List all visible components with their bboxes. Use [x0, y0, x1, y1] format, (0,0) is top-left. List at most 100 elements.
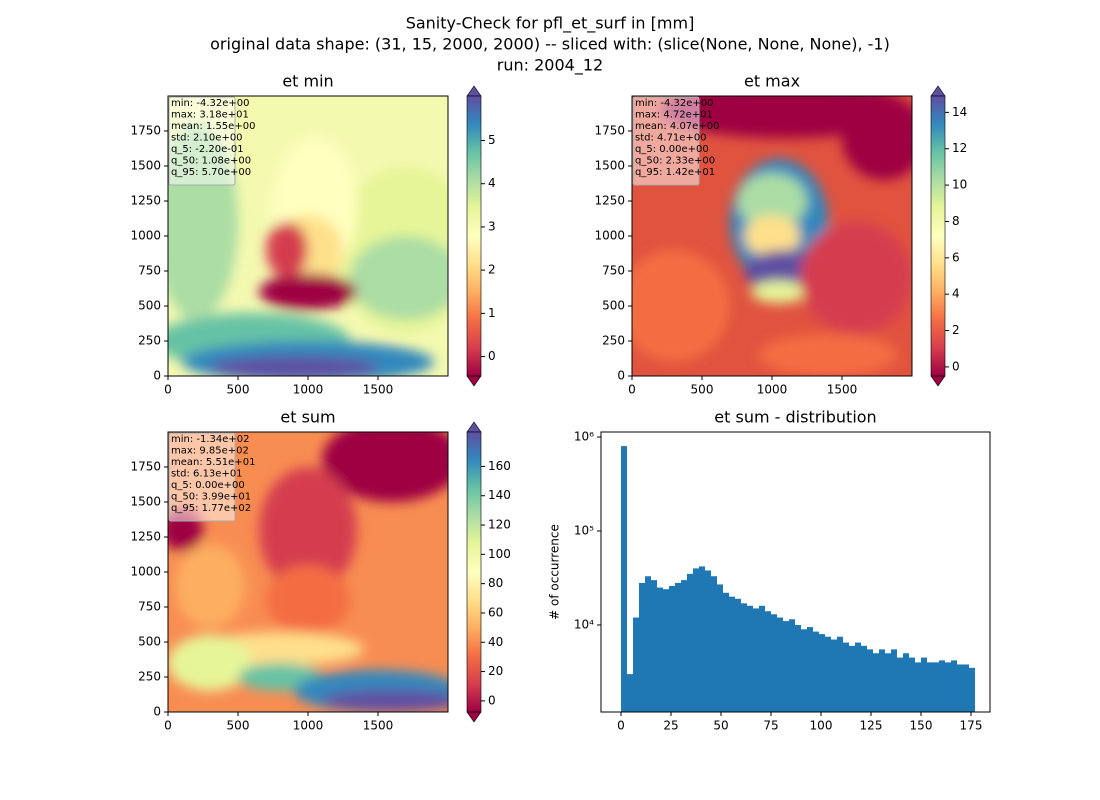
y-tick-label: 1000 — [130, 565, 161, 579]
hist-bar — [735, 598, 741, 712]
stats-line: mean: 4.07e+00 — [635, 121, 719, 132]
hist-bar — [849, 645, 855, 712]
hist-bar — [717, 584, 723, 712]
colorbar-tick-label: 6 — [952, 250, 960, 264]
hist-bar — [669, 585, 675, 712]
colorbar-tick-label: 8 — [952, 214, 960, 228]
stats-line: mean: 5.51e+01 — [171, 457, 255, 468]
hist-bar — [885, 653, 891, 712]
axes-title: et sum — [280, 408, 335, 427]
colorbar-extend — [930, 375, 946, 387]
axes-title: et min — [282, 72, 333, 91]
stats-line: mean: 1.55e+00 — [171, 121, 255, 132]
axes-frame — [600, 431, 991, 713]
map-region — [259, 467, 357, 593]
hist-bar — [831, 639, 837, 712]
x-tick-label: 1500 — [827, 383, 858, 397]
colorbar — [466, 431, 482, 713]
stats-line: std: 2.10e+00 — [171, 133, 243, 144]
x-tick-label: 1000 — [293, 719, 324, 733]
stats-line: std: 6.13e+01 — [171, 469, 243, 480]
stats-line: std: 4.71e+00 — [635, 133, 707, 144]
hist-bar — [741, 603, 747, 712]
hist-bar — [627, 674, 633, 712]
y-tick-label: 1250 — [130, 194, 161, 208]
x-tick-label: 1500 — [363, 719, 394, 733]
colorbar-extend — [930, 85, 946, 97]
colorbar-tick-label: 5 — [488, 133, 496, 147]
hist-bar — [729, 596, 735, 712]
x-tick-label: 125 — [860, 719, 883, 733]
colorbar-tick-label: 14 — [952, 105, 967, 119]
stats-box — [168, 432, 236, 522]
colorbar-tick-label: 4 — [488, 176, 496, 190]
hist-bar — [699, 566, 705, 712]
stats-line: q_50: 1.08e+00 — [171, 156, 251, 167]
colorbar-tick-label: 0 — [488, 693, 496, 707]
hist-bar — [903, 653, 909, 712]
colorbar-extend — [466, 85, 482, 97]
stats-line: q_50: 2.33e+00 — [635, 156, 715, 167]
y-tick-label: 1500 — [130, 495, 161, 509]
heatmap-image — [168, 432, 448, 712]
y-tick-label: 1750 — [130, 124, 161, 138]
y-tick-label: 500 — [602, 299, 625, 313]
heatmap-image — [168, 96, 448, 376]
hist-bar — [807, 627, 813, 712]
y-tick-label: 1750 — [130, 460, 161, 474]
hist-bar — [891, 649, 897, 712]
hist-bar — [921, 657, 927, 712]
x-tick-label: 1000 — [757, 383, 788, 397]
stats-line: min: -4.32e+00 — [635, 98, 714, 109]
x-tick-label: 500 — [227, 383, 250, 397]
y-tick-label: 10⁵ — [574, 523, 594, 537]
hist-bar — [879, 649, 885, 712]
colorbar — [466, 95, 482, 377]
hist-bar — [927, 662, 933, 712]
hist-bar — [909, 657, 915, 712]
stats-line: q_5: 0.00e+00 — [171, 480, 245, 491]
y-tick-label: 10⁴ — [574, 617, 594, 631]
x-tick-label: 0 — [164, 719, 172, 733]
axes-title: et max — [744, 72, 800, 91]
hist-bar — [663, 589, 669, 712]
hist-bar — [723, 592, 729, 712]
y-axis-label: # of occurrence — [548, 524, 562, 620]
y-tick-label: 0 — [153, 369, 161, 383]
y-tick-label: 1500 — [130, 159, 161, 173]
colorbar-tick-label: 140 — [488, 488, 511, 502]
y-tick-label: 500 — [138, 299, 161, 313]
hist-bar — [783, 621, 789, 712]
colorbar-tick-label: 120 — [488, 518, 511, 532]
map-region — [842, 96, 912, 180]
map-blobs — [168, 124, 448, 376]
map-region — [266, 565, 350, 635]
x-tick-label: 150 — [910, 719, 933, 733]
y-tick-label: 1250 — [130, 530, 161, 544]
hist-bar — [819, 634, 825, 712]
hist-bar — [633, 617, 639, 712]
colorbar-extend — [466, 711, 482, 723]
stats-line: max: 3.18e+01 — [171, 110, 249, 121]
hist-bar — [813, 631, 819, 712]
y-tick-label: 750 — [138, 600, 161, 614]
colorbar-tick-label: 12 — [952, 141, 967, 155]
x-tick-label: 100 — [810, 719, 833, 733]
hist-bar — [837, 636, 843, 712]
hist-bar — [969, 667, 975, 712]
stats-line: q_5: -2.20e-01 — [171, 144, 244, 155]
hist-bar — [675, 582, 681, 712]
y-tick-label: 250 — [138, 670, 161, 684]
x-tick-label: 500 — [227, 719, 250, 733]
x-tick-label: 0 — [628, 383, 636, 397]
map-region — [168, 635, 252, 691]
hist-bar — [693, 568, 699, 712]
stats-line: min: -4.32e+00 — [171, 98, 250, 109]
colorbar — [930, 95, 946, 377]
y-tick-label: 750 — [602, 264, 625, 278]
hist-bar — [657, 587, 663, 712]
colorbar-tick-label: 80 — [488, 576, 503, 590]
colorbar-tick-label: 60 — [488, 605, 503, 619]
hist-bar — [855, 642, 861, 712]
hist-bar — [681, 580, 687, 712]
